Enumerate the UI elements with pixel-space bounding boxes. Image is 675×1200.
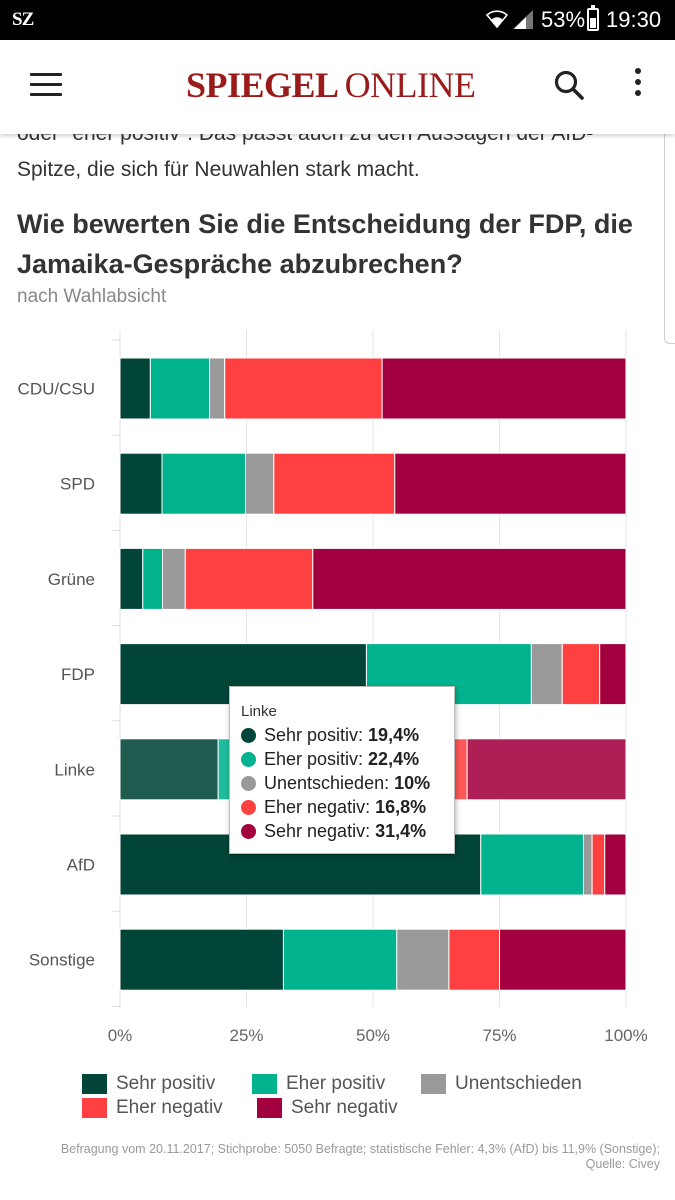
legend-swatch — [82, 1098, 107, 1118]
more-vertical-icon[interactable] — [628, 68, 648, 104]
bar-segment[interactable] — [604, 833, 627, 896]
wifi-icon — [486, 10, 508, 29]
status-bar: SZ 53% 19:30 — [0, 0, 675, 40]
legend-swatch — [421, 1074, 446, 1094]
legend-label: Eher negativ — [116, 1097, 223, 1118]
bar-segment[interactable] — [161, 452, 246, 515]
category-label: CDU/CSU — [18, 380, 95, 399]
legend-item[interactable]: Unentschieden — [421, 1073, 582, 1095]
tooltip-value: 19,4% — [368, 724, 420, 745]
bar-segment[interactable] — [448, 928, 500, 991]
bar-segment[interactable] — [119, 928, 284, 991]
legend-label: Sehr negativ — [291, 1097, 398, 1118]
bar-segment[interactable] — [530, 643, 563, 706]
legend-item[interactable]: Sehr negativ — [257, 1097, 398, 1119]
x-tick-label: 100% — [604, 1026, 647, 1045]
bar-segment[interactable] — [119, 357, 151, 420]
bar-segment[interactable] — [591, 833, 606, 896]
category-label: Linke — [54, 760, 95, 779]
category-label: AfD — [67, 856, 95, 875]
logo-part1: SPIEGEL — [186, 65, 339, 105]
x-tick-label: 25% — [229, 1026, 263, 1045]
bar-segment[interactable] — [381, 357, 627, 420]
bar-segment[interactable] — [184, 547, 314, 610]
chart-tooltip: Linke Sehr positiv: 19,4% Eher positiv: 22,… — [229, 686, 455, 854]
tooltip-label: Sehr positiv: — [264, 724, 364, 745]
bar-segment[interactable] — [582, 833, 593, 896]
category-label: Sonstige — [29, 951, 95, 970]
bar-segment[interactable] — [119, 547, 144, 610]
legend-item[interactable]: Eher positiv — [252, 1073, 385, 1095]
category-label: SPD — [60, 475, 95, 494]
tooltip-color-dot — [241, 775, 256, 791]
tooltip-label: Eher positiv: — [264, 748, 364, 769]
bar-segment[interactable] — [480, 833, 584, 896]
tooltip-label: Eher negativ: — [264, 796, 371, 817]
tooltip-color-dot — [241, 799, 256, 815]
legend-label: Sehr positiv — [116, 1073, 216, 1094]
legend-swatch — [82, 1074, 107, 1094]
category-label: Grüne — [48, 570, 95, 589]
tooltip-label: Sehr negativ: — [264, 820, 371, 841]
category-label: FDP — [61, 665, 95, 684]
battery-icon — [587, 5, 599, 31]
bar-segment[interactable] — [599, 643, 627, 706]
tooltip-value: 10% — [394, 772, 431, 793]
tooltip-row: Eher negativ: 16,8% — [241, 795, 454, 819]
bar-segment[interactable] — [273, 452, 396, 515]
chart-footnote: Befragung vom 20.11.2017; Stichprobe: 50… — [60, 1142, 660, 1171]
chart-subtitle: nach Wahlabsicht — [17, 286, 167, 307]
bar-segment[interactable] — [119, 452, 163, 515]
search-icon[interactable] — [552, 68, 586, 102]
signal-icon — [513, 10, 533, 29]
bar-segment[interactable] — [244, 452, 275, 515]
tooltip-color-dot — [241, 823, 256, 839]
x-tick-label: 50% — [356, 1026, 390, 1045]
bar-segment[interactable] — [162, 547, 186, 610]
tooltip-color-dot — [241, 751, 256, 767]
bar-segment[interactable] — [209, 357, 226, 420]
x-tick-label: 0% — [108, 1026, 133, 1045]
tooltip-row: Eher positiv: 22,4% — [241, 747, 454, 771]
bar-segment[interactable] — [499, 928, 627, 991]
bar-segment[interactable] — [561, 643, 601, 706]
tooltip-label: Unentschieden: — [264, 772, 390, 793]
bar-segment[interactable] — [396, 928, 450, 991]
tooltip-title: Linke — [241, 703, 277, 720]
bar-segment[interactable] — [282, 928, 398, 991]
tooltip-row: Unentschieden: 10% — [241, 771, 454, 795]
tooltip-row: Sehr negativ: 31,4% — [241, 819, 454, 843]
sz-app-icon: SZ — [12, 9, 34, 30]
tooltip-row: Sehr positiv: 19,4% — [241, 723, 454, 747]
x-tick-label: 75% — [482, 1026, 516, 1045]
chart-title: Wie bewerten Sie die Entscheidung der FD… — [17, 209, 633, 279]
spiegel-online-logo[interactable]: SPIEGEL ONLINE — [186, 64, 476, 106]
app-header: SPIEGEL ONLINE — [0, 40, 675, 134]
tooltip-value: 22,4% — [368, 748, 420, 769]
legend-item[interactable]: Sehr positiv — [82, 1073, 215, 1095]
bar-segment[interactable] — [149, 357, 211, 420]
bar-segment[interactable] — [142, 547, 164, 610]
clock: 19:30 — [606, 7, 662, 32]
legend-item[interactable]: Eher negativ — [82, 1097, 223, 1119]
legend-swatch — [252, 1074, 277, 1094]
battery-percentage: 53% — [541, 7, 586, 32]
bar-segment[interactable] — [119, 738, 219, 801]
bar-segment[interactable] — [312, 547, 627, 610]
bar-segment[interactable] — [466, 738, 627, 801]
tooltip-value: 31,4% — [375, 820, 427, 841]
tooltip-value: 16,8% — [375, 796, 427, 817]
bar-segment[interactable] — [394, 452, 627, 515]
hamburger-menu-icon[interactable] — [30, 73, 62, 97]
tooltip-color-dot — [241, 727, 256, 743]
bar-segment[interactable] — [224, 357, 383, 420]
scroll-indicator[interactable] — [664, 134, 675, 344]
legend-label: Eher positiv — [286, 1073, 386, 1094]
legend-swatch — [257, 1098, 282, 1118]
legend-label: Unentschieden — [455, 1073, 582, 1094]
logo-part2: ONLINE — [344, 65, 476, 105]
